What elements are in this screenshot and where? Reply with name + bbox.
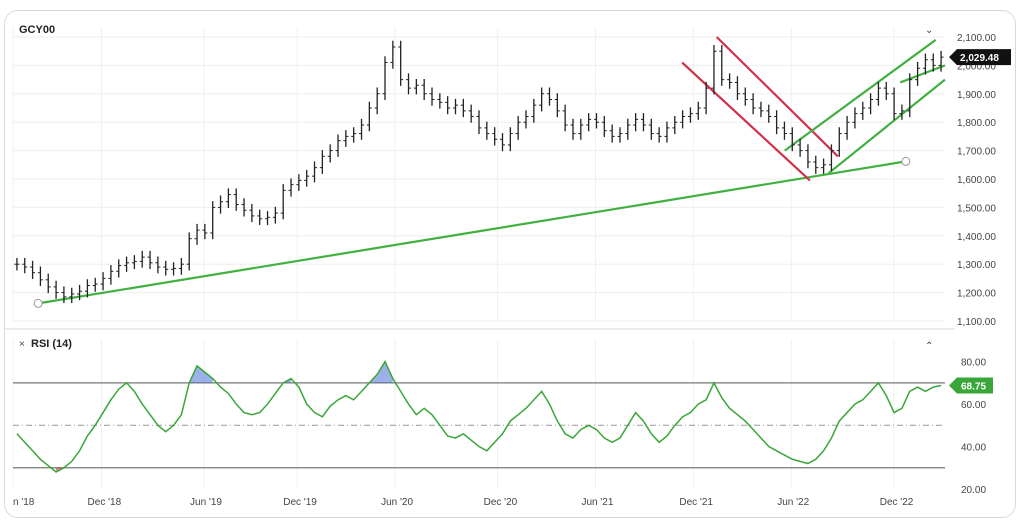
x-axis: n '18 Dec '18 Jun '19 Dec '19 Jun '20 Dec '20… [13, 497, 914, 508]
rsi-tick-label: 60.00 [961, 400, 986, 411]
rsi-axis: 80.00 60.00 40.00 20.00 68.75 [949, 358, 993, 496]
trendline [784, 38, 937, 152]
price-tick-label: 1,100.00 [957, 317, 996, 328]
price-panel: 2,100.00 2,000.00 1,900.00 1,800.00 1,700.00… [5, 11, 1015, 328]
price-tick-label: 1,300.00 [957, 260, 996, 271]
x-tick-label: Jun '21 [582, 497, 614, 508]
chart-frame: 2,100.00 2,000.00 1,900.00 1,800.00 1,700.00… [4, 10, 1016, 518]
price-tick-label: 1,700.00 [957, 147, 996, 158]
rsi-last-badge-bg [949, 377, 993, 394]
price-tick-label: 1,600.00 [957, 175, 996, 186]
price-bars [14, 40, 944, 304]
last-price-badge-bg [949, 49, 1011, 66]
x-tick-label: Dec '21 [679, 497, 713, 508]
x-tick-label: Dec '20 [484, 497, 518, 508]
trendline [37, 160, 907, 305]
x-tick-label: Dec '19 [283, 497, 317, 508]
rsi-tick-label: 40.00 [961, 443, 986, 454]
rsi-grid [12, 339, 945, 489]
x-tick-label: Jun '22 [777, 497, 809, 508]
last-price-badge: 2,029.48 [949, 49, 1011, 66]
price-grid [12, 27, 945, 322]
rsi-last-value: 68.75 [961, 382, 986, 393]
price-tick-label: 1,900.00 [957, 90, 996, 101]
last-price-value: 2,029.48 [960, 53, 999, 64]
trendline [827, 78, 946, 175]
rsi-tick-label: 80.00 [961, 358, 986, 369]
x-tick-label: Dec '18 [88, 497, 122, 508]
rsi-line-group [16, 360, 942, 473]
chart-svg: 2,100.00 2,000.00 1,900.00 1,800.00 1,700.00… [5, 11, 1015, 508]
trendline [681, 61, 811, 182]
price-axis: 2,100.00 2,000.00 1,900.00 1,800.00 1,700.00… [949, 33, 1011, 328]
rsi-fills [56, 361, 393, 473]
price-tick-label: 2,100.00 [957, 33, 996, 44]
x-tick-label: Jun '19 [190, 497, 222, 508]
x-tick-label: n '18 [13, 497, 35, 508]
rsi-panel: × RSI (14) ⌃ 80.00 60.00 40.00 20.00 68.75 n… [12, 338, 993, 508]
rsi-last-badge: 68.75 [949, 377, 993, 394]
rsi-tick-label: 20.00 [961, 485, 986, 496]
price-tick-label: 1,400.00 [957, 232, 996, 243]
chevron-up-icon[interactable]: ⌃ [925, 341, 933, 352]
trendline [899, 64, 946, 84]
trendline-anchor [901, 156, 911, 166]
trendline-anchor [33, 298, 43, 308]
ticker-title: GCY00 [19, 24, 55, 36]
x-tick-label: Jun '20 [381, 497, 413, 508]
price-tick-label: 1,200.00 [957, 289, 996, 300]
price-trendlines [33, 36, 946, 308]
chevron-down-icon[interactable]: ⌄ [925, 25, 933, 36]
price-tick-label: 1,800.00 [957, 118, 996, 129]
trendline [715, 36, 839, 158]
price-tick-label: 1,500.00 [957, 203, 996, 214]
x-tick-label: Dec '22 [880, 497, 914, 508]
price-tick-label: 2,000.00 [957, 61, 996, 72]
close-rsi-icon[interactable]: × [19, 339, 25, 350]
rsi-title: RSI (14) [31, 338, 72, 350]
rsi-line [16, 360, 942, 473]
